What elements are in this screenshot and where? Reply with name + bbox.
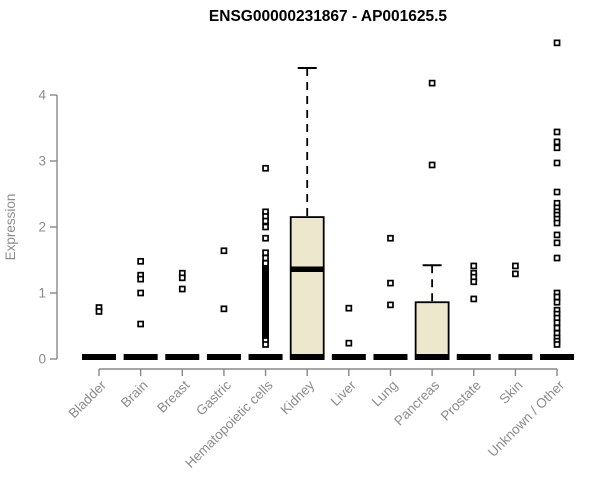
x-tick-label: Liver — [328, 377, 360, 409]
chart-title: ENSG00000231867 - AP001625.5 — [209, 8, 448, 25]
outlier-point — [137, 289, 144, 297]
outlier-point — [553, 341, 561, 348]
zero-median-bar — [248, 354, 283, 360]
outlier-point — [470, 295, 478, 303]
outlier-point — [262, 249, 269, 257]
x-tick-label: Breast — [154, 377, 192, 415]
box — [414, 301, 450, 360]
zero-median-bar — [123, 354, 158, 360]
outlier-point — [387, 234, 394, 242]
outlier-point — [553, 324, 561, 332]
y-axis-label: Expression — [3, 194, 18, 261]
outlier-point — [553, 239, 561, 247]
outlier-point — [512, 270, 519, 278]
dense-strip-point — [262, 259, 269, 267]
outlier-point — [387, 279, 394, 287]
outlier-point — [345, 304, 353, 312]
y-tick-label: 4 — [38, 88, 46, 103]
x-tick-label: Brain — [118, 378, 151, 411]
outlier-point — [262, 164, 269, 172]
outlier-point — [470, 262, 478, 270]
outlier-point — [95, 308, 103, 315]
outlier-point — [553, 159, 561, 167]
zero-median-bar — [206, 354, 241, 360]
zero-median-bar — [498, 354, 533, 360]
outlier-point — [553, 219, 561, 227]
outlier-point — [178, 274, 186, 282]
x-tick-label: Kidney — [278, 377, 318, 417]
outlier-point — [178, 285, 186, 293]
zero-median-bar — [165, 354, 200, 360]
y-tick-label: 2 — [38, 220, 46, 235]
outlier-point — [345, 339, 353, 347]
x-tick-label: Skin — [496, 378, 525, 407]
outlier-point — [553, 144, 561, 152]
x-tick-label: Lung — [369, 378, 401, 410]
outlier-point — [553, 298, 561, 306]
outlier-point — [553, 293, 561, 301]
zero-median-bar — [82, 354, 116, 360]
outlier-point — [262, 254, 269, 262]
zero-median-bar — [415, 354, 450, 360]
outlier-point — [470, 278, 478, 286]
x-tick-label: Gastric — [193, 377, 234, 418]
zero-median-bar — [456, 354, 491, 360]
outlier-point — [553, 231, 561, 239]
zero-median-bar — [373, 354, 408, 360]
outlier-point — [387, 301, 394, 309]
outlier-point — [262, 217, 269, 225]
outlier-point — [553, 319, 561, 327]
zero-median-bar — [290, 354, 325, 360]
outlier-point — [262, 234, 269, 242]
y-tick-label: 0 — [38, 352, 46, 367]
outlier-point — [553, 128, 561, 136]
zero-median-bar — [331, 354, 366, 360]
y-tick-label: 1 — [38, 286, 46, 301]
x-tick-label: Prostate — [438, 378, 484, 424]
median-line — [290, 266, 324, 272]
outlier-point — [428, 79, 436, 87]
outlier-point — [137, 320, 144, 328]
outlier-point — [262, 341, 269, 348]
outlier-point — [553, 254, 561, 262]
outlier-point — [220, 247, 228, 255]
x-tick-label: Unknown / Other — [485, 377, 568, 460]
outlier-point — [553, 138, 561, 146]
outlier-point — [220, 305, 228, 313]
box — [289, 216, 325, 360]
outlier-point — [553, 39, 561, 47]
zero-median-bar — [540, 354, 575, 360]
outlier-point — [428, 161, 436, 169]
outlier-point — [512, 262, 519, 270]
y-tick-label: 3 — [38, 154, 46, 169]
outlier-point — [137, 275, 144, 283]
outlier-point — [137, 257, 144, 265]
outlier-point — [553, 188, 561, 196]
outlier-point — [262, 223, 269, 231]
x-tick-label: Bladder — [66, 377, 110, 421]
x-tick-label: Pancreas — [391, 377, 442, 428]
